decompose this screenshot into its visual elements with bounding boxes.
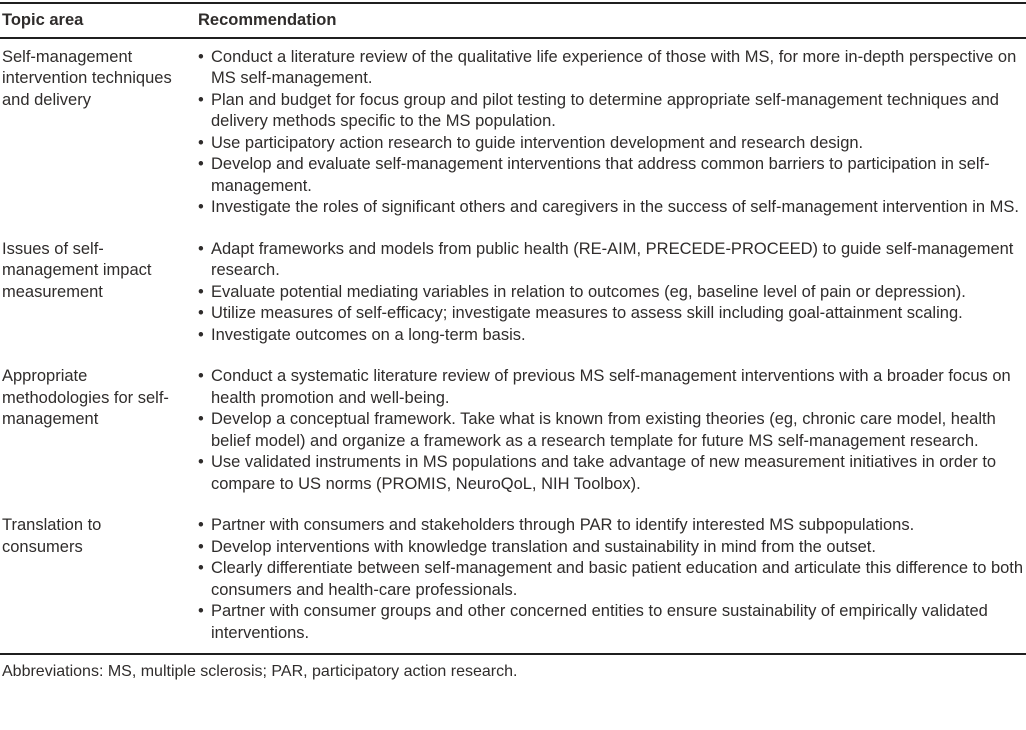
abbreviations-footnote: Abbreviations: MS, multiple sclerosis; P… xyxy=(2,663,518,680)
recommendation-text: Evaluate potential mediating variables i… xyxy=(211,282,966,301)
bullet-icon: • xyxy=(198,90,204,109)
recommendation-item: • Partner with consumers and stakeholders… xyxy=(198,515,1026,537)
table-row: Translation to consumers • Partner with co… xyxy=(0,515,1026,644)
table-row: Self-management intervention techniques … xyxy=(0,47,1026,219)
recommendation-item: • Develop a conceptual framework. Take wh… xyxy=(198,409,1026,452)
recommendation-item: • Adapt frameworks and models from public… xyxy=(198,239,1026,282)
bullet-icon: • xyxy=(198,304,204,322)
recommendation-text: Clearly differentiate between self-manag… xyxy=(211,559,1024,599)
recommendation-list: • Conduct a literature review of the qual… xyxy=(198,47,1026,219)
recommendation-list: • Conduct a systematic literature review … xyxy=(198,366,1026,495)
recommendation-item: • Utilize measures of self-efficacy; inve… xyxy=(198,303,1026,325)
recommendation-item: • Develop and evaluate self-management in… xyxy=(198,154,1026,197)
bullet-icon: • xyxy=(198,559,204,577)
table-row: Appropriate methodologies for self-manag… xyxy=(0,366,1026,495)
recommendation-item: • Investigate outcomes on a long-term bas… xyxy=(198,325,1026,347)
recommendation-item: • Partner with consumer groups and other … xyxy=(198,601,1026,644)
bullet-icon: • xyxy=(198,133,204,152)
topic-area-cell: Self-management intervention techniques … xyxy=(2,47,172,109)
recommendation-text: Conduct a systematic literature review o… xyxy=(211,367,1011,407)
recommendation-item: • Use validated instruments in MS populat… xyxy=(198,452,1026,495)
table-row: Issues of self-management impact measure… xyxy=(0,239,1026,347)
bullet-icon: • xyxy=(198,155,204,173)
bullet-icon: • xyxy=(198,516,204,534)
topic-area-cell: Translation to consumers xyxy=(2,516,102,556)
bullet-icon: • xyxy=(198,325,204,344)
recommendation-item: • Evaluate potential mediating variables … xyxy=(198,282,1026,304)
header-topic-area: Topic area xyxy=(2,11,84,29)
bullet-icon: • xyxy=(198,282,204,301)
recommendation-text: Investigate the roles of significant oth… xyxy=(211,198,1020,216)
recommendation-text: Utilize measures of self-efficacy; inves… xyxy=(211,304,963,322)
bullet-icon: • xyxy=(198,602,204,620)
bullet-icon: • xyxy=(198,537,204,556)
bullet-icon: • xyxy=(198,47,204,66)
bullet-icon: • xyxy=(198,198,204,216)
recommendation-text: Develop interventions with knowledge tra… xyxy=(211,537,876,556)
recommendation-text: Conduct a literature review of the quali… xyxy=(211,47,1017,88)
recommendation-text: Plan and budget for focus group and pilo… xyxy=(211,90,999,131)
recommendation-item: • Conduct a literature review of the qual… xyxy=(198,47,1026,90)
recommendation-item: • Plan and budget for focus group and pil… xyxy=(198,90,1026,133)
recommendation-text: Adapt frameworks and models from public … xyxy=(211,239,1014,280)
recommendation-list: • Partner with consumers and stakeholders… xyxy=(198,515,1026,644)
bullet-icon: • xyxy=(198,453,204,471)
recommendation-list: • Adapt frameworks and models from public… xyxy=(198,239,1026,347)
recommendation-text: Develop a conceptual framework. Take wha… xyxy=(211,410,996,450)
bullet-icon: • xyxy=(198,367,204,385)
table-header-row: Topic area Recommendation xyxy=(0,4,1026,37)
recommendation-item: • Clearly differentiate between self-mana… xyxy=(198,558,1026,601)
recommendation-text: Use validated instruments in MS populati… xyxy=(211,453,997,493)
table-top-rule xyxy=(0,2,1026,4)
topic-area-cell: Appropriate methodologies for self-manag… xyxy=(2,367,169,428)
header-recommendation: Recommendation xyxy=(198,11,337,29)
recommendation-item: • Develop interventions with knowledge tr… xyxy=(198,537,1026,559)
bullet-icon: • xyxy=(198,239,204,258)
recommendation-text: Develop and evaluate self-management int… xyxy=(211,155,990,195)
table-bottom-rule xyxy=(0,653,1026,655)
recommendation-text: Use participatory action research to gui… xyxy=(211,133,864,152)
recommendation-text: Investigate outcomes on a long-term basi… xyxy=(211,325,526,344)
recommendation-text: Partner with consumers and stakeholders … xyxy=(211,516,915,534)
topic-area-cell: Issues of self-management impact measure… xyxy=(2,239,152,301)
table-header-rule xyxy=(0,36,1026,39)
recommendation-text: Partner with consumer groups and other c… xyxy=(211,602,988,642)
bullet-icon: • xyxy=(198,410,204,428)
recommendation-item: • Investigate the roles of significant ot… xyxy=(198,197,1026,219)
recommendation-item: • Use participatory action research to gu… xyxy=(198,133,1026,155)
table-body: Self-management intervention techniques … xyxy=(0,39,1026,654)
recommendation-item: • Conduct a systematic literature review … xyxy=(198,366,1026,409)
